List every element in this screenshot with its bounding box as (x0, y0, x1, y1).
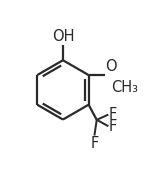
Text: F: F (90, 136, 99, 151)
Text: CH₃: CH₃ (111, 80, 138, 95)
Text: F: F (109, 119, 117, 134)
Text: F: F (109, 107, 117, 122)
Text: O: O (105, 59, 117, 74)
Text: OH: OH (52, 29, 74, 44)
